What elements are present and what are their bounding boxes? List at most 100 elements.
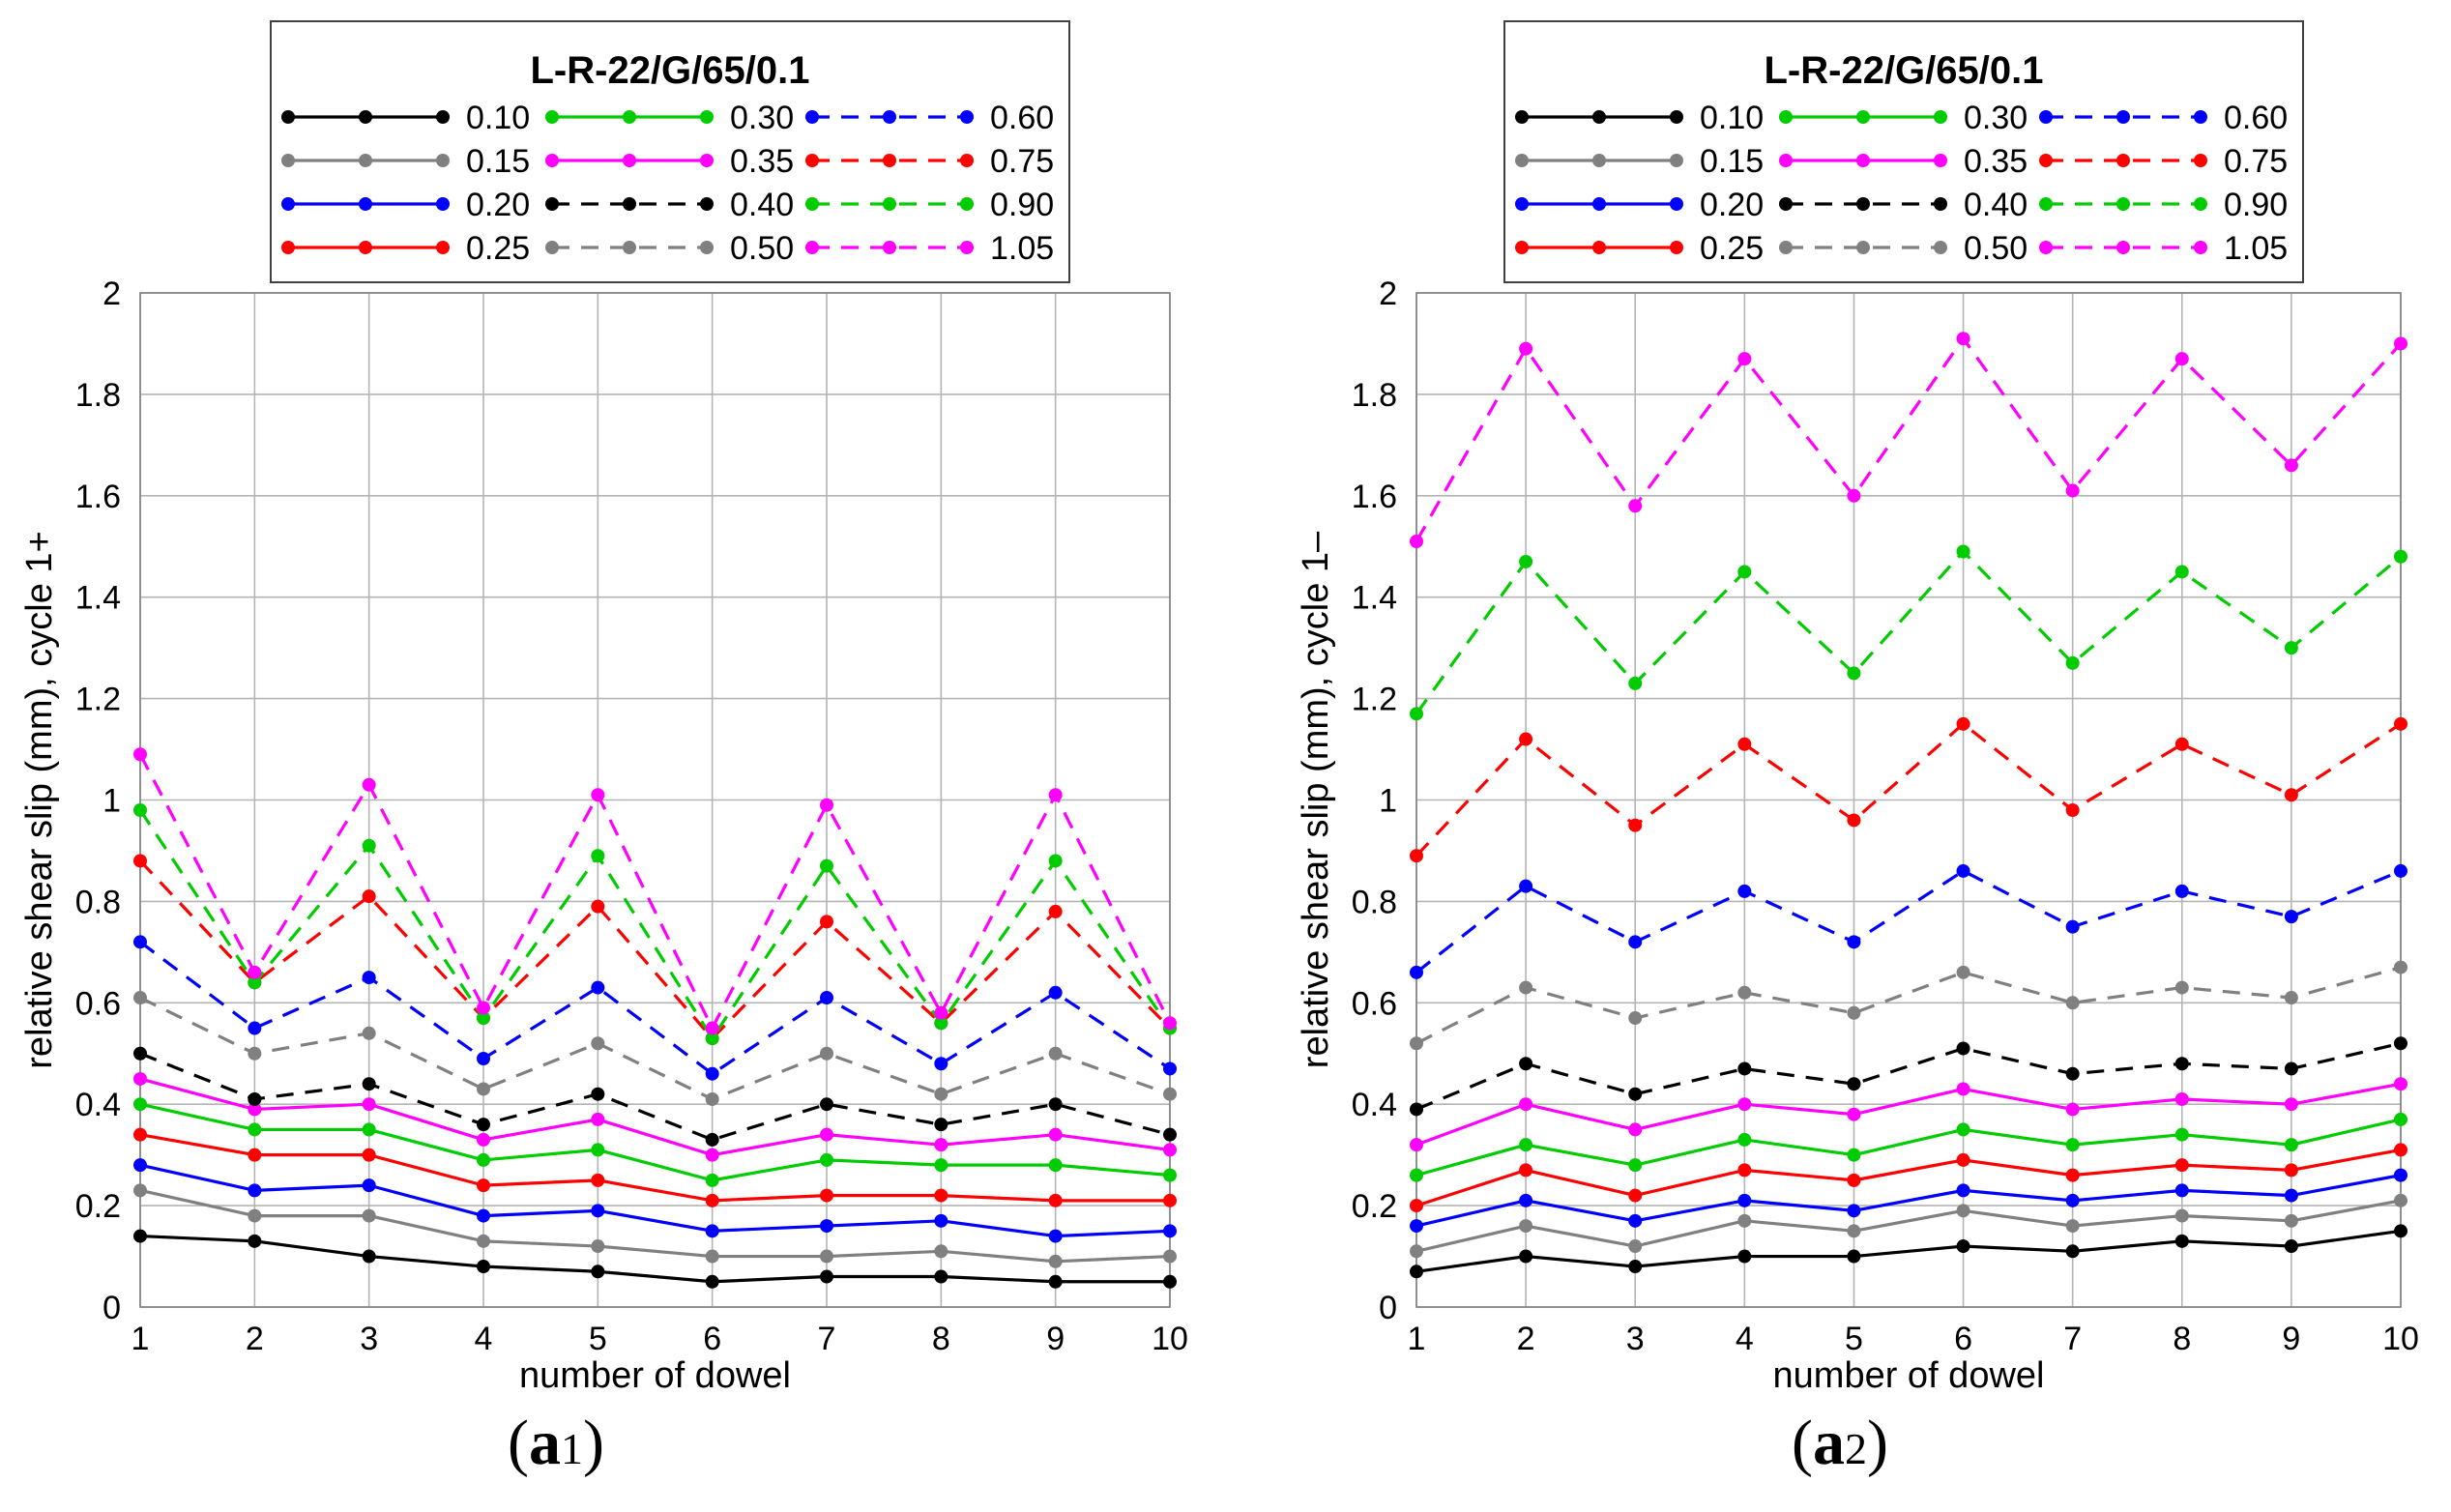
legend-swatch-marker xyxy=(1779,110,1793,124)
legend-item-0.40: 0.40 xyxy=(545,187,794,223)
data-point xyxy=(2065,1066,2080,1081)
data-point xyxy=(705,1249,719,1264)
data-point xyxy=(1956,544,1970,559)
data-point xyxy=(934,1188,948,1203)
legend-swatch-marker xyxy=(436,241,450,254)
y-tick-label: 0.6 xyxy=(75,985,121,1022)
data-point xyxy=(1410,707,1423,721)
legend-swatch-marker xyxy=(805,110,819,124)
data-point xyxy=(1956,1122,1970,1137)
series-0.25 xyxy=(133,1127,1177,1207)
data-point xyxy=(934,1118,948,1132)
data-point xyxy=(2174,1158,2189,1173)
legend-swatch-marker xyxy=(1934,241,1947,254)
data-point xyxy=(477,1011,490,1026)
legend-swatch-marker xyxy=(1592,110,1606,124)
series-line xyxy=(138,753,1172,1031)
data-point xyxy=(362,889,376,904)
x-axis-label: number of dowel xyxy=(519,1355,791,1396)
series-0.35 xyxy=(133,1071,1177,1162)
legend-label: 0.20 xyxy=(466,187,530,223)
legend-swatch-marker xyxy=(623,110,636,124)
x-tick-label: 4 xyxy=(475,1321,493,1357)
x-tick-label: 10 xyxy=(1152,1321,1188,1357)
legend-swatch-marker xyxy=(960,241,974,254)
legend-swatch-marker xyxy=(883,241,896,254)
data-point xyxy=(1048,854,1063,868)
legend-swatch-marker xyxy=(2194,110,2207,124)
data-point xyxy=(2174,1127,2189,1142)
y-tick-label: 0 xyxy=(1379,1290,1397,1326)
legend-item-0.20: 0.20 xyxy=(281,187,530,223)
data-point xyxy=(705,1066,719,1081)
legend-swatch-marker xyxy=(2039,241,2053,254)
data-point xyxy=(591,980,605,995)
data-point xyxy=(477,1260,490,1274)
legend-box xyxy=(270,20,1070,283)
legend-swatch-marker xyxy=(960,154,974,167)
legend-swatch-marker xyxy=(700,110,714,124)
series-line xyxy=(1415,1041,2402,1111)
data-point xyxy=(1410,849,1423,863)
data-point xyxy=(1048,1193,1063,1207)
data-point xyxy=(934,1269,948,1284)
legend-item-0.15: 0.15 xyxy=(1515,143,1764,180)
data-point xyxy=(1628,676,1643,690)
legend-swatch-marker xyxy=(1670,241,1683,254)
legend-swatch-marker xyxy=(2194,154,2207,167)
data-point xyxy=(934,1244,948,1259)
legend-label: 0.60 xyxy=(990,100,1054,136)
data-point xyxy=(1956,1082,1970,1096)
series-0.50 xyxy=(133,991,1177,1106)
legend-label: 0.50 xyxy=(730,230,794,267)
data-point xyxy=(1628,1260,1643,1274)
data-point xyxy=(1956,965,1970,979)
chart-a2-svg: 1 2 3 4 5 6 7 8 9 10 0 0.2 0.4 0.6 0.8 1 1.2 1.4 1.6 1.8 2 nu… xyxy=(1296,20,2419,1396)
legend-swatch-marker xyxy=(623,154,636,167)
data-point xyxy=(2174,352,2189,366)
legend-item-0.20: 0.20 xyxy=(1515,187,1764,223)
legend-label: 0.90 xyxy=(990,187,1054,223)
series-0.90 xyxy=(1410,544,2407,721)
legend-swatch-marker xyxy=(1670,197,1683,211)
legend-swatch-marker xyxy=(960,110,974,124)
x-tick-label: 3 xyxy=(360,1321,378,1357)
legend-label: 0.30 xyxy=(1964,100,2028,136)
series-0.30 xyxy=(133,1097,1177,1187)
data-point xyxy=(591,1112,605,1126)
data-point xyxy=(248,975,262,990)
data-point xyxy=(2284,641,2298,655)
plot-frame xyxy=(1415,292,2402,1308)
data-point xyxy=(1519,879,1533,893)
legend-swatch-marker xyxy=(359,154,372,167)
x-tick-label: 10 xyxy=(2382,1321,2419,1357)
legend-item-0.35: 0.35 xyxy=(1779,143,2028,180)
data-point xyxy=(1048,1229,1063,1243)
legend-label: 0.25 xyxy=(1700,230,1764,267)
data-point xyxy=(820,1219,833,1234)
legend-swatch-marker xyxy=(545,110,559,124)
legend-swatch-marker xyxy=(700,197,714,211)
series-0.50 xyxy=(1410,960,2407,1051)
data-point xyxy=(133,1158,147,1173)
legend-label: 0.75 xyxy=(2224,143,2288,180)
legend-swatch-marker xyxy=(1856,197,1870,211)
data-point xyxy=(1519,1249,1533,1264)
data-point xyxy=(2174,1057,2189,1071)
data-point xyxy=(2394,1143,2407,1157)
legend-item-0.75: 0.75 xyxy=(805,143,1054,180)
data-point xyxy=(2394,1193,2407,1207)
legend-swatch-marker xyxy=(281,154,295,167)
data-point xyxy=(2394,863,2407,878)
series-0.60 xyxy=(133,935,1177,1081)
data-point xyxy=(1410,1244,1423,1259)
data-point xyxy=(1519,1219,1533,1234)
legend-item-0.60: 0.60 xyxy=(2039,100,2288,136)
x-tick-label: 3 xyxy=(1626,1321,1645,1357)
data-point xyxy=(591,1239,605,1254)
data-point xyxy=(362,1097,376,1112)
data-point xyxy=(1519,1097,1533,1112)
data-point xyxy=(1737,1193,1752,1207)
data-point xyxy=(591,1173,605,1187)
x-tick-label: 7 xyxy=(2063,1321,2082,1357)
